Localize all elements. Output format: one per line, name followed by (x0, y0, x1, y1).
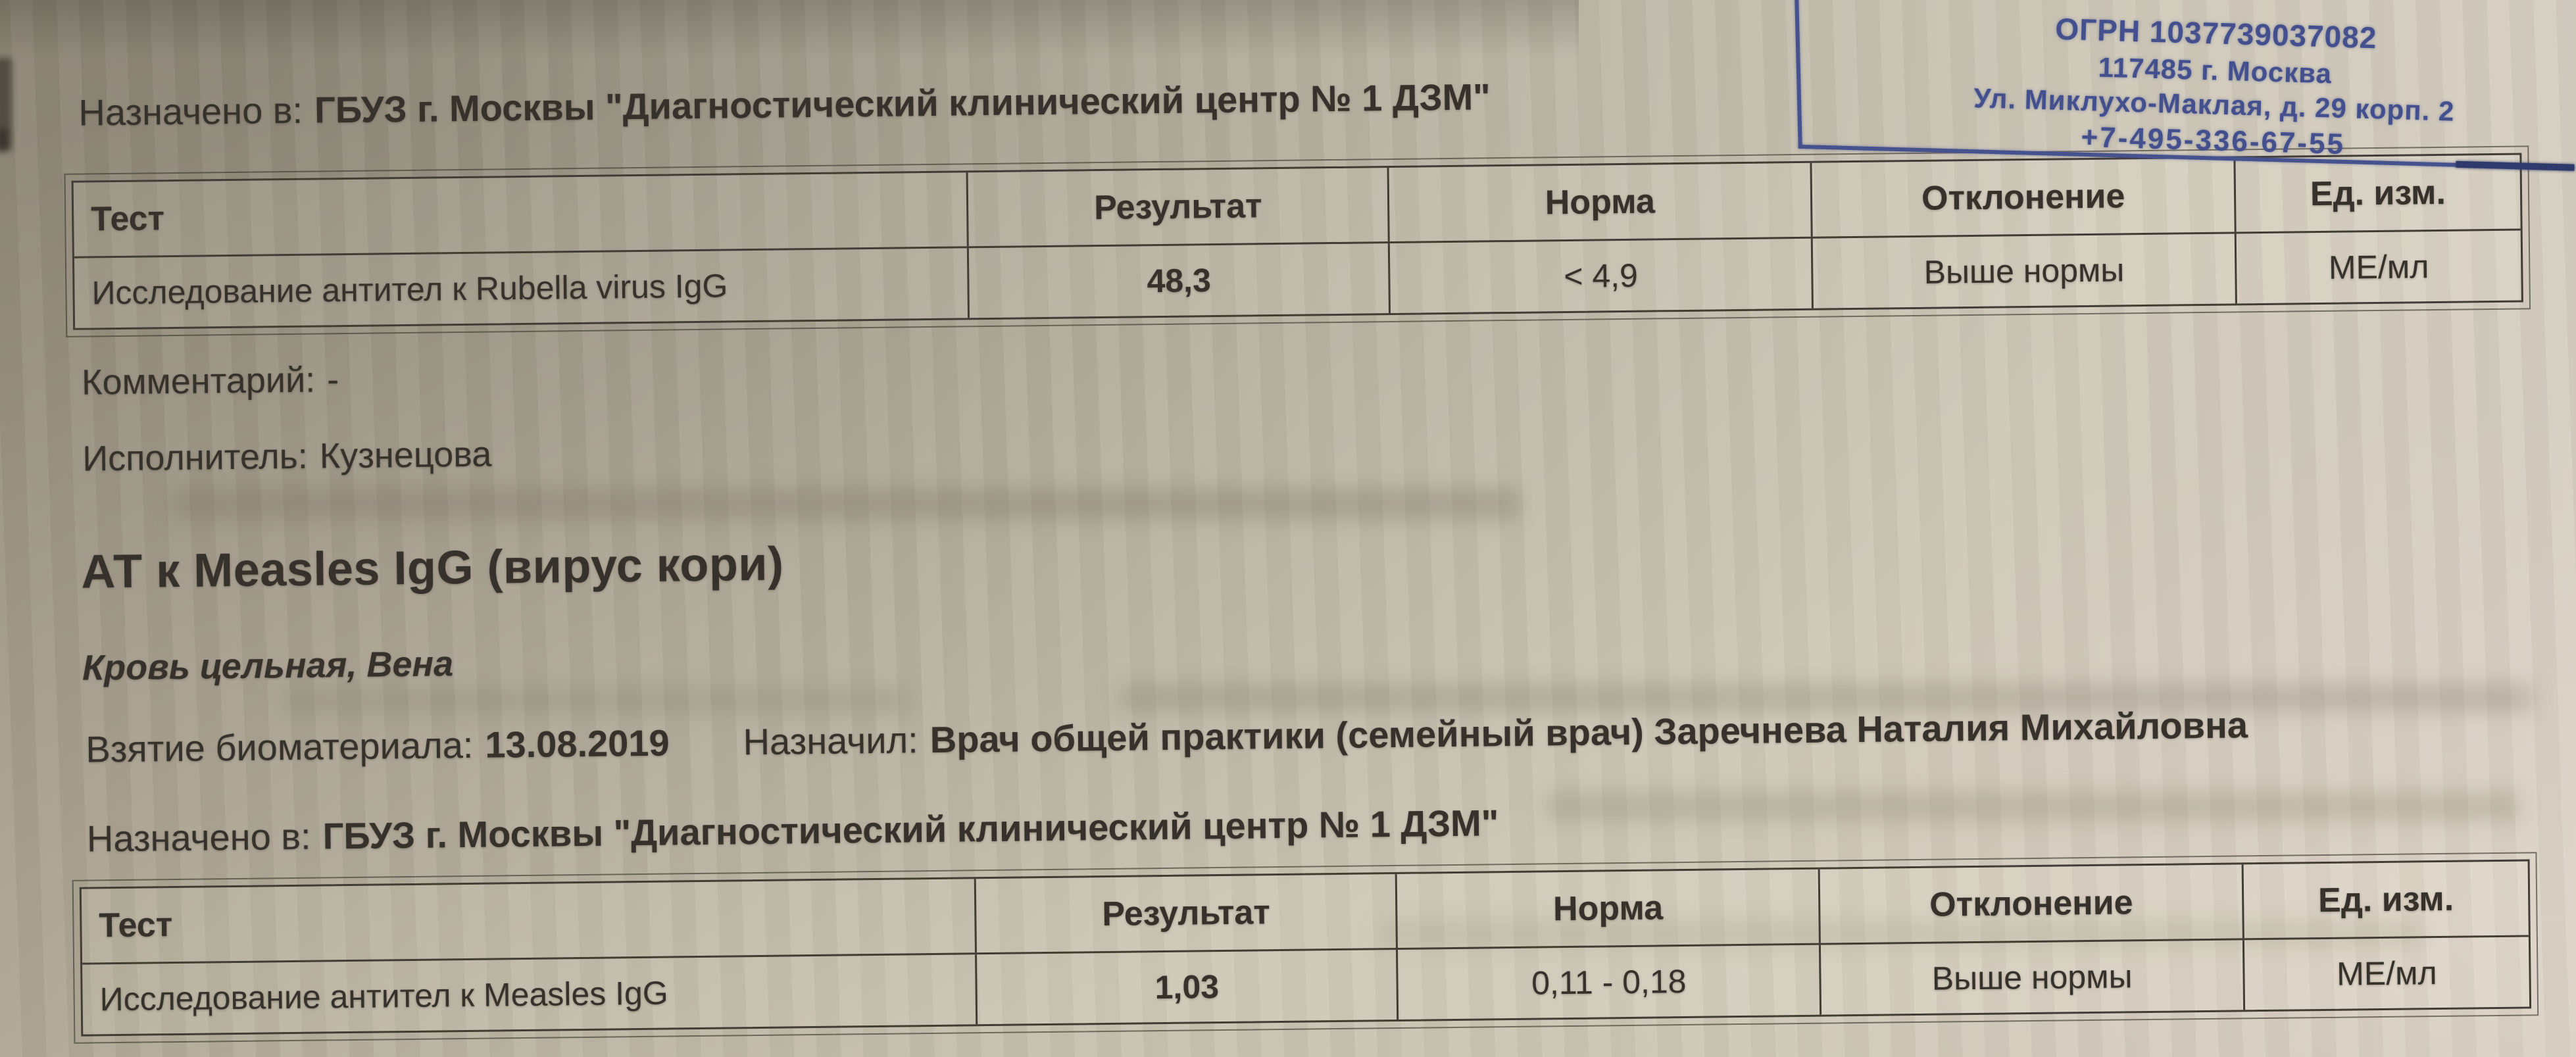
assigned-to-label: Назначено в: (86, 815, 312, 860)
stamp-frame-left (1795, 0, 1802, 147)
ordered-by-value: Врач общей практики (семейный врач) Заре… (929, 704, 2248, 761)
cell-norm: 0,11 - 0,18 (1396, 945, 1820, 1020)
cell-deviation: Выше нормы (1819, 940, 2243, 1015)
section-title: АТ к Measles IgG (вирус кори) (80, 537, 784, 599)
measles-results-table: Тест Результат Норма Отклонение Ед. изм.… (72, 850, 2539, 1045)
header-result: Результат (966, 168, 1388, 247)
ordered-by-label: Назначил: (743, 719, 919, 763)
header-test: Тест (99, 906, 173, 945)
assigned-to-value: ГБУЗ г. Москвы "Диагностический клиничес… (322, 802, 1499, 857)
photo-edge-mark (0, 129, 8, 151)
cell-result: 1,03 (975, 949, 1397, 1025)
top-shadow (0, 0, 1579, 59)
executor-value: Кузнецова (319, 434, 492, 476)
comment-value: - (326, 360, 339, 400)
cell-norm: < 4,9 (1387, 238, 1812, 314)
cell-unit: МЕ/мл (2234, 230, 2521, 304)
sampling-label: Взятие биоматериала: (86, 724, 474, 770)
assigned-to-value: ГБУЗ г. Москвы "Диагностический клиничес… (314, 76, 1491, 131)
comment-line: Комментарий: - (82, 359, 339, 403)
cell-deviation: Выше нормы (1811, 234, 2235, 308)
photo-edge-mark (0, 58, 12, 150)
cell-test: Исследование антител к Rubella virus IgG (91, 267, 728, 312)
assigned-to-line: Назначено в: ГБУЗ г. Москвы "Диагностичес… (78, 75, 1491, 134)
header-norm: Норма (1395, 869, 1820, 948)
clinic-stamp: ОГРН 1037739037082 117485 г. Москва Ул. … (1705, 0, 2576, 209)
sampling-date: 13.08.2019 (485, 722, 670, 766)
header-deviation: Отклонение (1818, 864, 2242, 943)
cell-test: Исследование антител к Measles IgG (99, 974, 669, 1018)
executor-line: Исполнитель: Кузнецова (82, 434, 492, 479)
assigned-to-line: Назначено в: ГБУЗ г. Москвы "Диагностичес… (87, 801, 1499, 860)
assigned-to-label: Назначено в: (78, 89, 303, 134)
sampling-line: Взятие биоматериала: 13.08.2019 Назначил: В… (86, 703, 2248, 770)
comment-label: Комментарий: (81, 360, 316, 403)
specimen-line: Кровь цельная, Вена (82, 644, 454, 688)
header-unit: Ед. изм. (2241, 861, 2529, 939)
cell-unit: МЕ/мл (2242, 937, 2530, 1010)
cell-result: 48,3 (967, 243, 1389, 318)
header-test: Тест (90, 199, 165, 239)
executor-label: Исполнитель: (82, 436, 309, 479)
header-result: Результат (974, 874, 1397, 953)
